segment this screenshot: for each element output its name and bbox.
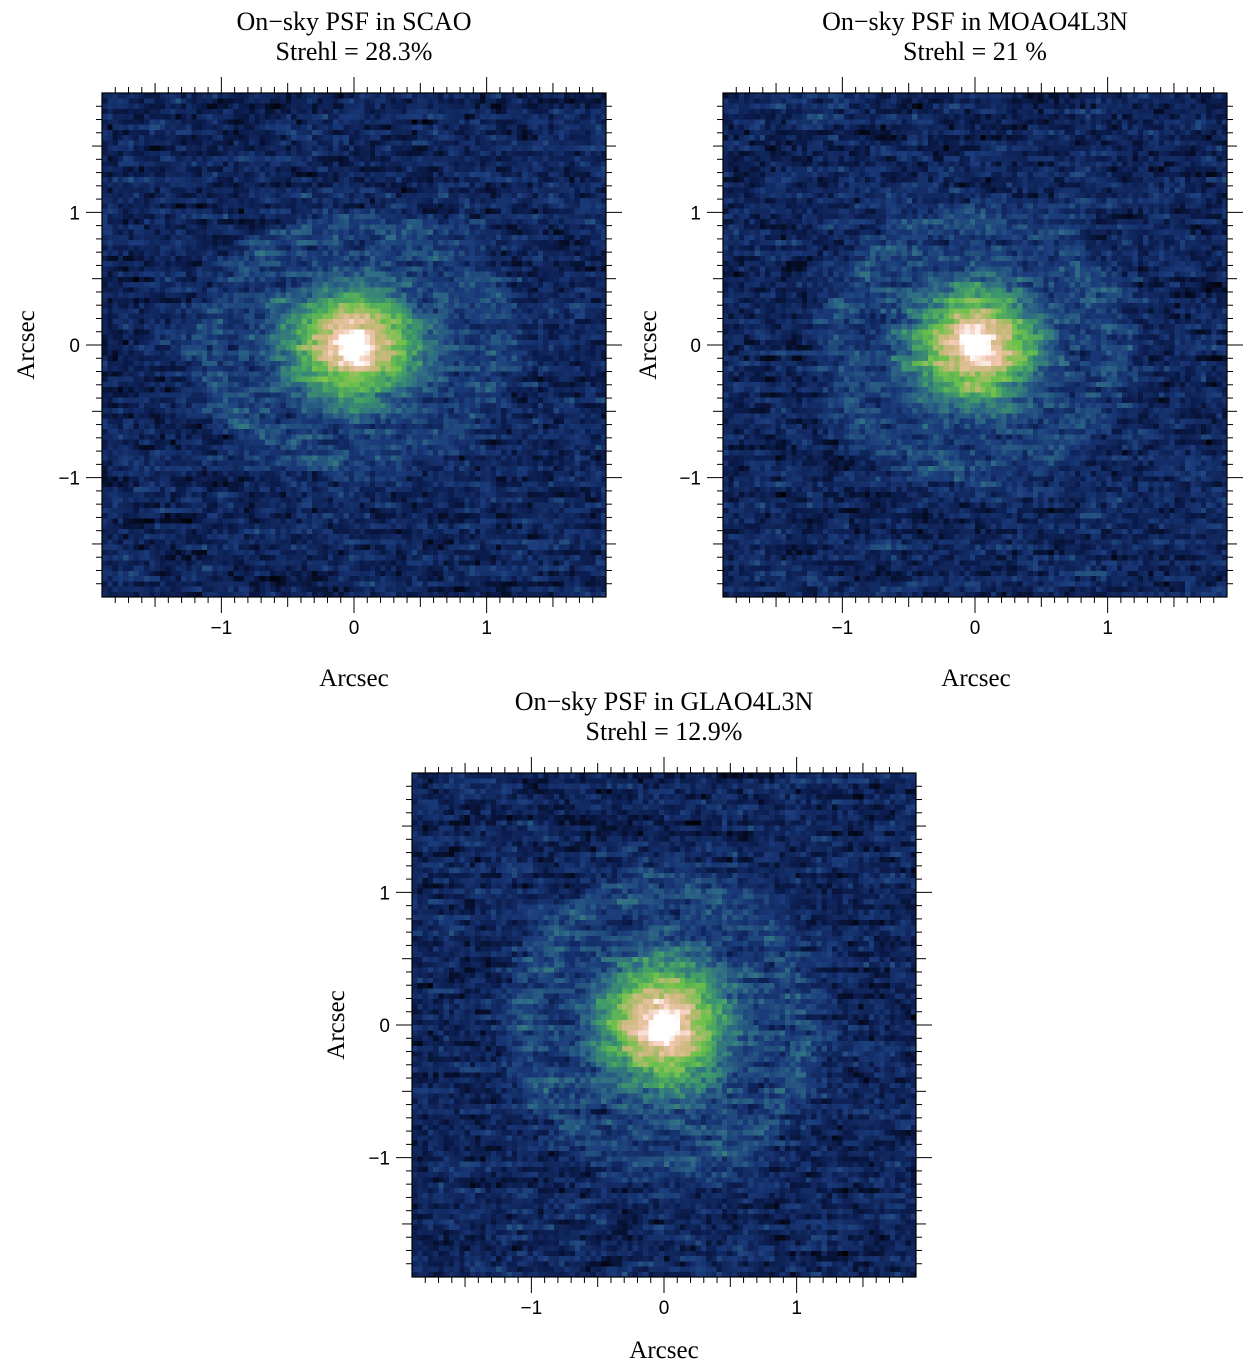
y-axis-label: Arcsec — [323, 990, 350, 1059]
psf-panel-scao: On−sky PSF in SCAO Strehl = 28.3% −1 0 1… — [0, 0, 640, 700]
chart-title: On−sky PSF in SCAO — [236, 7, 471, 36]
psf-intensity-image — [412, 773, 916, 1277]
chart-subtitle: Strehl = 28.3% — [276, 37, 433, 66]
psf-panel-moao4l3n: On−sky PSF in MOAO4L3N Strehl = 21 % −1 … — [620, 0, 1243, 700]
psf-panel-glao4l3n: On−sky PSF in GLAO4L3N Strehl = 12.9% −1… — [310, 680, 950, 1370]
y-tick-label: 0 — [69, 336, 80, 357]
y-tick-label: −1 — [58, 469, 80, 490]
y-tick-label: −1 — [679, 469, 701, 490]
heatmap-image — [412, 773, 916, 1277]
x-tick-label: −1 — [521, 1298, 543, 1319]
x-tick-label: 0 — [970, 618, 981, 639]
axis-ticks — [396, 757, 932, 1293]
chart-title: On−sky PSF in GLAO4L3N — [515, 687, 814, 716]
y-tick-label: 1 — [379, 883, 390, 904]
psf-chart-glao4l3n: On−sky PSF in GLAO4L3N Strehl = 12.9% −1… — [323, 687, 932, 1364]
x-tick-label: −1 — [832, 618, 854, 639]
x-axis-label: Arcsec — [319, 665, 388, 692]
y-axis-label: Arcsec — [13, 310, 40, 379]
heatmap-image — [102, 93, 606, 597]
x-tick-label: −1 — [211, 618, 233, 639]
y-tick-label: 0 — [379, 1016, 390, 1037]
y-tick-label: 0 — [690, 336, 701, 357]
y-tick-label: −1 — [368, 1149, 390, 1170]
chart-title: On−sky PSF in MOAO4L3N — [822, 7, 1128, 36]
psf-intensity-image — [102, 93, 606, 597]
y-axis-label: Arcsec — [635, 310, 662, 379]
chart-subtitle: Strehl = 12.9% — [586, 717, 743, 746]
x-axis-label: Arcsec — [941, 665, 1010, 692]
axis-ticks — [86, 77, 622, 613]
x-axis-label: Arcsec — [629, 1337, 698, 1364]
y-tick-label: 1 — [690, 203, 701, 224]
x-tick-label: 0 — [349, 618, 360, 639]
x-tick-label: 1 — [481, 618, 492, 639]
x-tick-label: 0 — [659, 1298, 670, 1319]
axis-ticks — [707, 77, 1243, 613]
psf-chart-scao: On−sky PSF in SCAO Strehl = 28.3% −1 0 1… — [13, 7, 622, 692]
psf-chart-moao4l3n: On−sky PSF in MOAO4L3N Strehl = 21 % −1 … — [635, 7, 1243, 692]
psf-intensity-image — [723, 93, 1227, 597]
y-tick-label: 1 — [69, 203, 80, 224]
chart-subtitle: Strehl = 21 % — [903, 37, 1047, 66]
x-tick-label: 1 — [1102, 618, 1113, 639]
x-tick-label: 1 — [791, 1298, 802, 1319]
heatmap-image — [723, 93, 1227, 597]
